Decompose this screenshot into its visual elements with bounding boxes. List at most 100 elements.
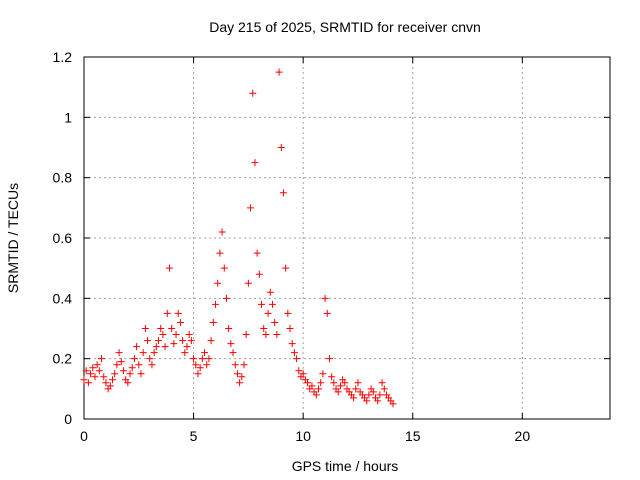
data-point bbox=[378, 379, 386, 387]
data-point bbox=[163, 309, 171, 317]
data-point bbox=[183, 343, 191, 351]
x-tick-label: 0 bbox=[80, 428, 88, 444]
data-point bbox=[82, 367, 90, 375]
data-point bbox=[139, 349, 147, 357]
data-point bbox=[174, 309, 182, 317]
data-point bbox=[222, 294, 230, 302]
data-point bbox=[161, 343, 169, 351]
data-point bbox=[330, 379, 338, 387]
data-point bbox=[93, 361, 101, 369]
x-axis-label: GPS time / hours bbox=[292, 458, 399, 474]
data-point bbox=[225, 325, 233, 332]
data-point bbox=[172, 331, 180, 339]
data-point bbox=[148, 361, 156, 369]
data-point bbox=[179, 337, 187, 345]
data-point bbox=[119, 367, 127, 375]
data-point bbox=[113, 361, 121, 369]
data-point bbox=[227, 340, 235, 348]
data-point bbox=[279, 189, 287, 197]
data-point bbox=[376, 391, 384, 399]
data-point bbox=[328, 373, 336, 381]
x-tick-label: 10 bbox=[295, 428, 311, 444]
data-point bbox=[275, 68, 283, 76]
x-tick-label: 15 bbox=[405, 428, 421, 444]
data-point bbox=[165, 264, 173, 272]
data-point bbox=[325, 355, 333, 363]
plot-frame bbox=[83, 56, 611, 420]
data-point bbox=[95, 367, 103, 375]
y-tick-label: 0.6 bbox=[53, 230, 73, 246]
data-point bbox=[157, 325, 165, 332]
data-point bbox=[150, 349, 158, 357]
data-point bbox=[84, 379, 92, 387]
data-point bbox=[233, 370, 241, 378]
data-point bbox=[277, 144, 285, 151]
data-point bbox=[293, 355, 301, 363]
data-point bbox=[334, 388, 342, 396]
data-point bbox=[380, 385, 388, 393]
y-axis-label: SRMTID / TECUs bbox=[5, 183, 21, 293]
data-point bbox=[299, 370, 307, 378]
data-point bbox=[282, 264, 290, 272]
y-tick-label: 0.8 bbox=[53, 170, 73, 186]
data-point bbox=[87, 370, 95, 378]
data-point bbox=[115, 349, 123, 357]
data-point bbox=[315, 385, 323, 393]
data-point bbox=[231, 361, 239, 369]
y-tick-label: 0.4 bbox=[53, 290, 73, 306]
chart-title: Day 215 of 2025, SRMTID for receiver cnv… bbox=[209, 19, 481, 35]
y-tick-label: 1.2 bbox=[53, 49, 73, 65]
data-point bbox=[258, 300, 266, 308]
data-point bbox=[321, 294, 329, 302]
data-point bbox=[365, 391, 373, 399]
data-point bbox=[253, 249, 261, 257]
data-point bbox=[137, 370, 145, 378]
data-point bbox=[126, 370, 134, 378]
data-point bbox=[319, 370, 327, 378]
data-point bbox=[124, 379, 132, 387]
data-point bbox=[170, 340, 178, 348]
x-tick-label: 5 bbox=[190, 428, 198, 444]
data-point bbox=[312, 391, 320, 399]
data-point bbox=[80, 376, 88, 384]
data-point bbox=[352, 385, 360, 393]
data-point bbox=[350, 394, 358, 402]
data-point bbox=[216, 249, 224, 257]
data-point bbox=[168, 325, 176, 332]
data-point bbox=[146, 355, 154, 363]
data-point bbox=[155, 337, 163, 345]
y-tick-label: 0 bbox=[64, 411, 72, 427]
data-point bbox=[229, 349, 237, 357]
data-point bbox=[317, 379, 325, 387]
data-point bbox=[244, 279, 252, 287]
data-point bbox=[209, 318, 217, 326]
data-point bbox=[91, 373, 99, 381]
data-point bbox=[159, 331, 167, 339]
data-point bbox=[238, 373, 246, 381]
data-point bbox=[185, 331, 193, 339]
data-point bbox=[194, 370, 202, 378]
data-point bbox=[106, 382, 114, 390]
x-tick-label: 20 bbox=[515, 428, 531, 444]
data-point bbox=[251, 159, 259, 167]
data-point bbox=[130, 355, 138, 363]
data-point bbox=[255, 270, 263, 278]
data-point bbox=[341, 379, 349, 387]
data-point bbox=[144, 337, 152, 345]
data-point bbox=[141, 325, 149, 332]
data-point bbox=[89, 364, 97, 372]
data-point bbox=[133, 343, 141, 351]
data-point bbox=[247, 204, 255, 212]
data-point bbox=[207, 337, 215, 345]
data-point bbox=[201, 349, 209, 357]
data-point bbox=[389, 400, 397, 408]
data-point bbox=[271, 318, 279, 326]
data-point bbox=[354, 379, 362, 387]
y-tick-label: 0.2 bbox=[53, 351, 73, 367]
data-point bbox=[262, 331, 270, 339]
data-point bbox=[304, 379, 312, 387]
grid-lines bbox=[84, 57, 610, 419]
y-tick-label: 1 bbox=[64, 109, 72, 125]
data-point bbox=[108, 376, 116, 384]
